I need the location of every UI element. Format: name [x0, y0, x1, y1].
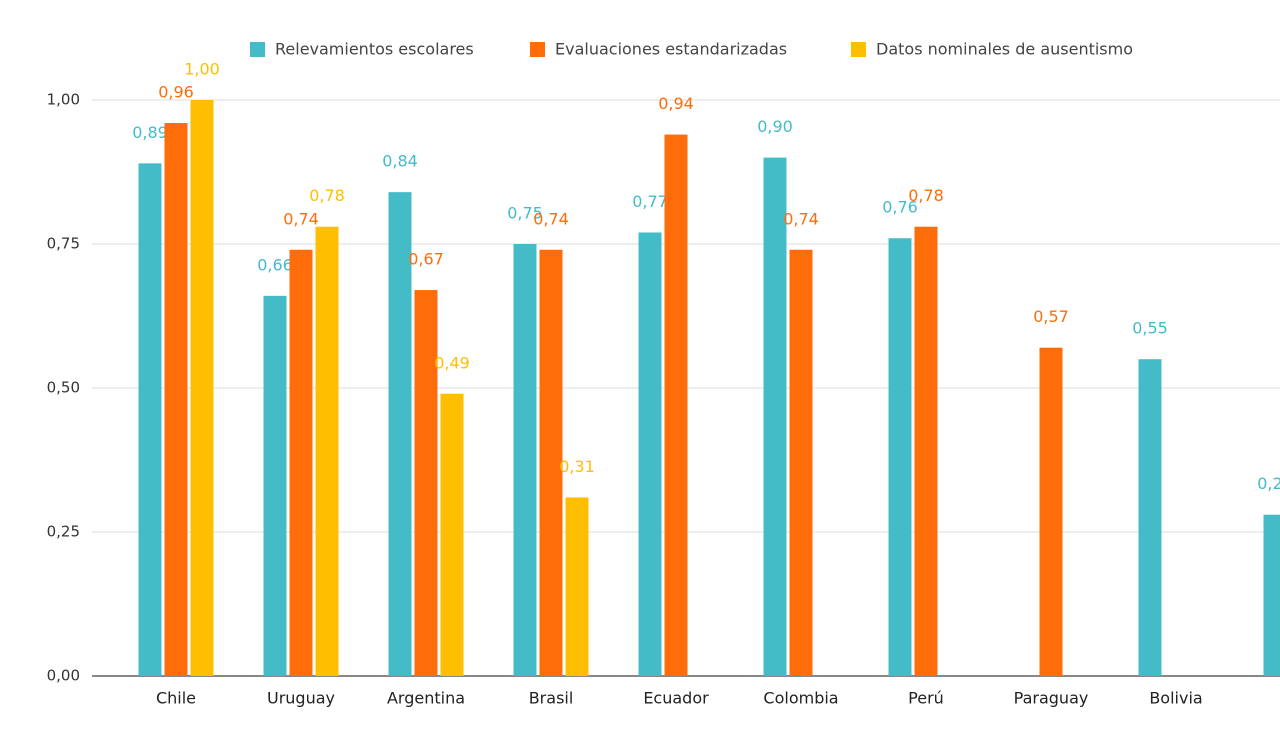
- value-label: 0,84: [382, 152, 418, 171]
- legend-swatch: [530, 42, 545, 57]
- bar: [1138, 359, 1162, 676]
- x-tick-label: Ecuador: [643, 689, 709, 708]
- bar: [789, 249, 813, 676]
- bar: [440, 393, 464, 676]
- bar: [1039, 347, 1063, 676]
- x-tick-label: Brasil: [529, 689, 574, 708]
- value-label: 0,78: [908, 186, 944, 205]
- value-label: 0,57: [1033, 307, 1069, 326]
- bar: [138, 163, 162, 677]
- bar: [763, 157, 787, 677]
- legend-label: Evaluaciones estandarizadas: [555, 40, 787, 59]
- value-label: 0,96: [158, 83, 194, 102]
- bar: [565, 497, 589, 676]
- x-tick-label: Uruguay: [267, 689, 335, 708]
- legend-label: Relevamientos escolares: [275, 40, 474, 59]
- value-label: 0,74: [283, 209, 319, 228]
- value-label: 1,00: [184, 60, 220, 79]
- y-tick-label: 0,00: [47, 667, 80, 685]
- bar: [539, 249, 563, 676]
- value-label: 0,75: [507, 204, 543, 223]
- value-label: 0,31: [559, 457, 595, 476]
- bar: [914, 226, 938, 676]
- value-label: 0,90: [757, 117, 793, 136]
- x-tick-label: Paraguay: [1014, 689, 1089, 708]
- legend-swatch: [250, 42, 265, 57]
- x-tick-label: Colombia: [763, 689, 838, 708]
- value-label: 0,74: [533, 209, 569, 228]
- bar: [664, 134, 688, 676]
- x-tick-label: Argentina: [387, 689, 465, 708]
- bar: [1263, 514, 1280, 676]
- value-label: 0,74: [783, 209, 819, 228]
- value-label: 0,77: [632, 192, 668, 211]
- y-tick-label: 0,50: [47, 379, 80, 397]
- y-tick-label: 0,25: [47, 523, 80, 541]
- value-label: 0,67: [408, 250, 444, 269]
- y-tick-label: 1,00: [47, 91, 80, 109]
- bar: [638, 232, 662, 677]
- value-label: 0,49: [434, 353, 470, 372]
- value-label: 0,78: [309, 186, 345, 205]
- bar: [315, 226, 339, 676]
- bar: [289, 249, 313, 676]
- x-tick-label: Bolivia: [1149, 689, 1202, 708]
- value-label: 0,94: [658, 94, 694, 113]
- x-tick-label: Chile: [156, 689, 196, 708]
- bar: [164, 123, 188, 677]
- bar: [414, 290, 438, 676]
- value-label: 0,89: [132, 123, 168, 142]
- y-tick-label: 0,75: [47, 235, 80, 253]
- bar: [888, 238, 912, 677]
- legend-label: Datos nominales de ausentismo: [876, 40, 1133, 59]
- value-label: 0,28: [1257, 474, 1280, 493]
- value-label: 0,76: [882, 198, 918, 217]
- x-tick-label: Perú: [908, 689, 944, 708]
- bar: [513, 244, 537, 676]
- value-label: 0,55: [1132, 319, 1168, 338]
- bar: [190, 100, 214, 676]
- legend-swatch: [851, 42, 866, 57]
- bar: [263, 295, 287, 676]
- bar: [388, 192, 412, 676]
- value-label: 0,66: [257, 255, 293, 274]
